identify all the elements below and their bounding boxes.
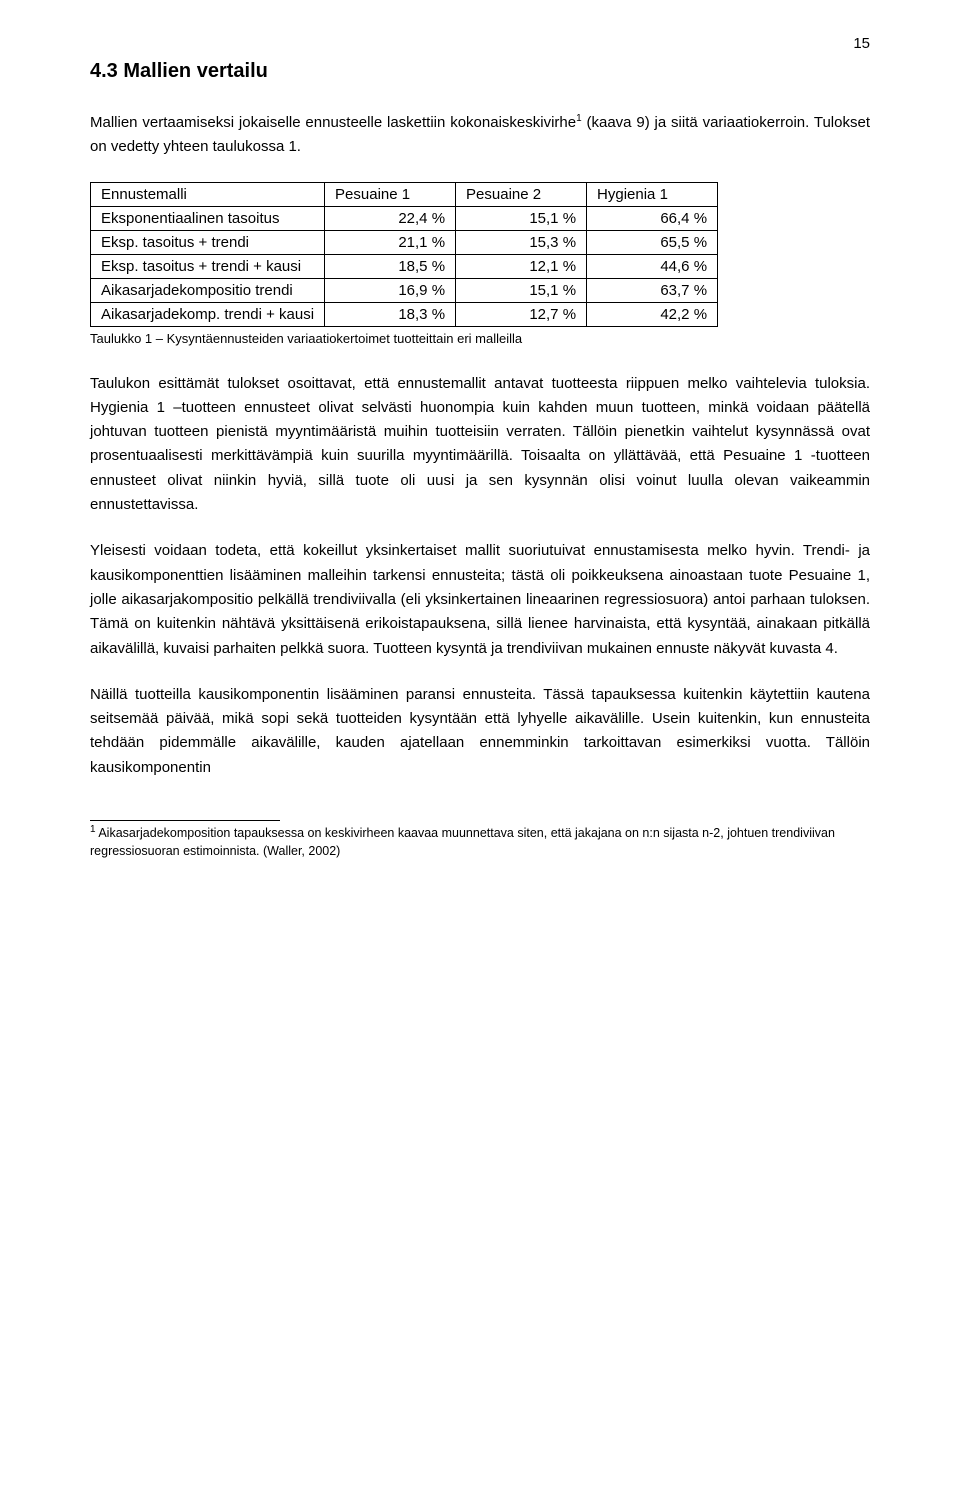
row-label: Eksponentiaalinen tasoitus xyxy=(91,206,325,230)
footnote-separator xyxy=(90,820,280,821)
col-header-hyg1: Hygienia 1 xyxy=(587,182,718,206)
row-label: Aikasarjadekompositio trendi xyxy=(91,278,325,302)
table-caption: Taulukko 1 – Kysyntäennusteiden variaati… xyxy=(90,331,870,346)
col-header-pesu1: Pesuaine 1 xyxy=(325,182,456,206)
row-value: 12,1 % xyxy=(456,254,587,278)
col-header-pesu2: Pesuaine 2 xyxy=(456,182,587,206)
footnote-text: 1 Aikasarjadekomposition tapauksessa on … xyxy=(90,825,870,860)
body-paragraph: Näillä tuotteilla kausikomponentin lisää… xyxy=(90,683,870,780)
body-paragraph: Taulukon esittämät tulokset osoittavat, … xyxy=(90,372,870,518)
intro-paragraph: Mallien vertaamiseksi jokaiselle ennuste… xyxy=(90,111,870,160)
row-value: 21,1 % xyxy=(325,230,456,254)
section-heading: 4.3 Mallien vertailu xyxy=(90,60,870,83)
table-body: Eksponentiaalinen tasoitus22,4 %15,1 %66… xyxy=(91,206,718,326)
body-paragraph: Yleisesti voidaan todeta, että kokeillut… xyxy=(90,539,870,660)
row-label: Eksp. tasoitus + trendi + kausi xyxy=(91,254,325,278)
row-value: 42,2 % xyxy=(587,302,718,326)
row-value: 44,6 % xyxy=(587,254,718,278)
results-table: Ennustemalli Pesuaine 1 Pesuaine 2 Hygie… xyxy=(90,182,718,327)
row-value: 66,4 % xyxy=(587,206,718,230)
col-header-model: Ennustemalli xyxy=(91,182,325,206)
row-label: Eksp. tasoitus + trendi xyxy=(91,230,325,254)
table-row: Aikasarjadekomp. trendi + kausi18,3 %12,… xyxy=(91,302,718,326)
row-value: 22,4 % xyxy=(325,206,456,230)
table-row: Eksp. tasoitus + trendi + kausi18,5 %12,… xyxy=(91,254,718,278)
table-row: Eksp. tasoitus + trendi21,1 %15,3 %65,5 … xyxy=(91,230,718,254)
row-value: 63,7 % xyxy=(587,278,718,302)
row-value: 18,3 % xyxy=(325,302,456,326)
row-value: 16,9 % xyxy=(325,278,456,302)
row-value: 15,3 % xyxy=(456,230,587,254)
row-value: 12,7 % xyxy=(456,302,587,326)
row-label: Aikasarjadekomp. trendi + kausi xyxy=(91,302,325,326)
row-value: 65,5 % xyxy=(587,230,718,254)
table-header-row: Ennustemalli Pesuaine 1 Pesuaine 2 Hygie… xyxy=(91,182,718,206)
row-value: 18,5 % xyxy=(325,254,456,278)
row-value: 15,1 % xyxy=(456,206,587,230)
row-value: 15,1 % xyxy=(456,278,587,302)
table-row: Aikasarjadekompositio trendi16,9 %15,1 %… xyxy=(91,278,718,302)
table-row: Eksponentiaalinen tasoitus22,4 %15,1 %66… xyxy=(91,206,718,230)
page-number: 15 xyxy=(853,35,870,52)
